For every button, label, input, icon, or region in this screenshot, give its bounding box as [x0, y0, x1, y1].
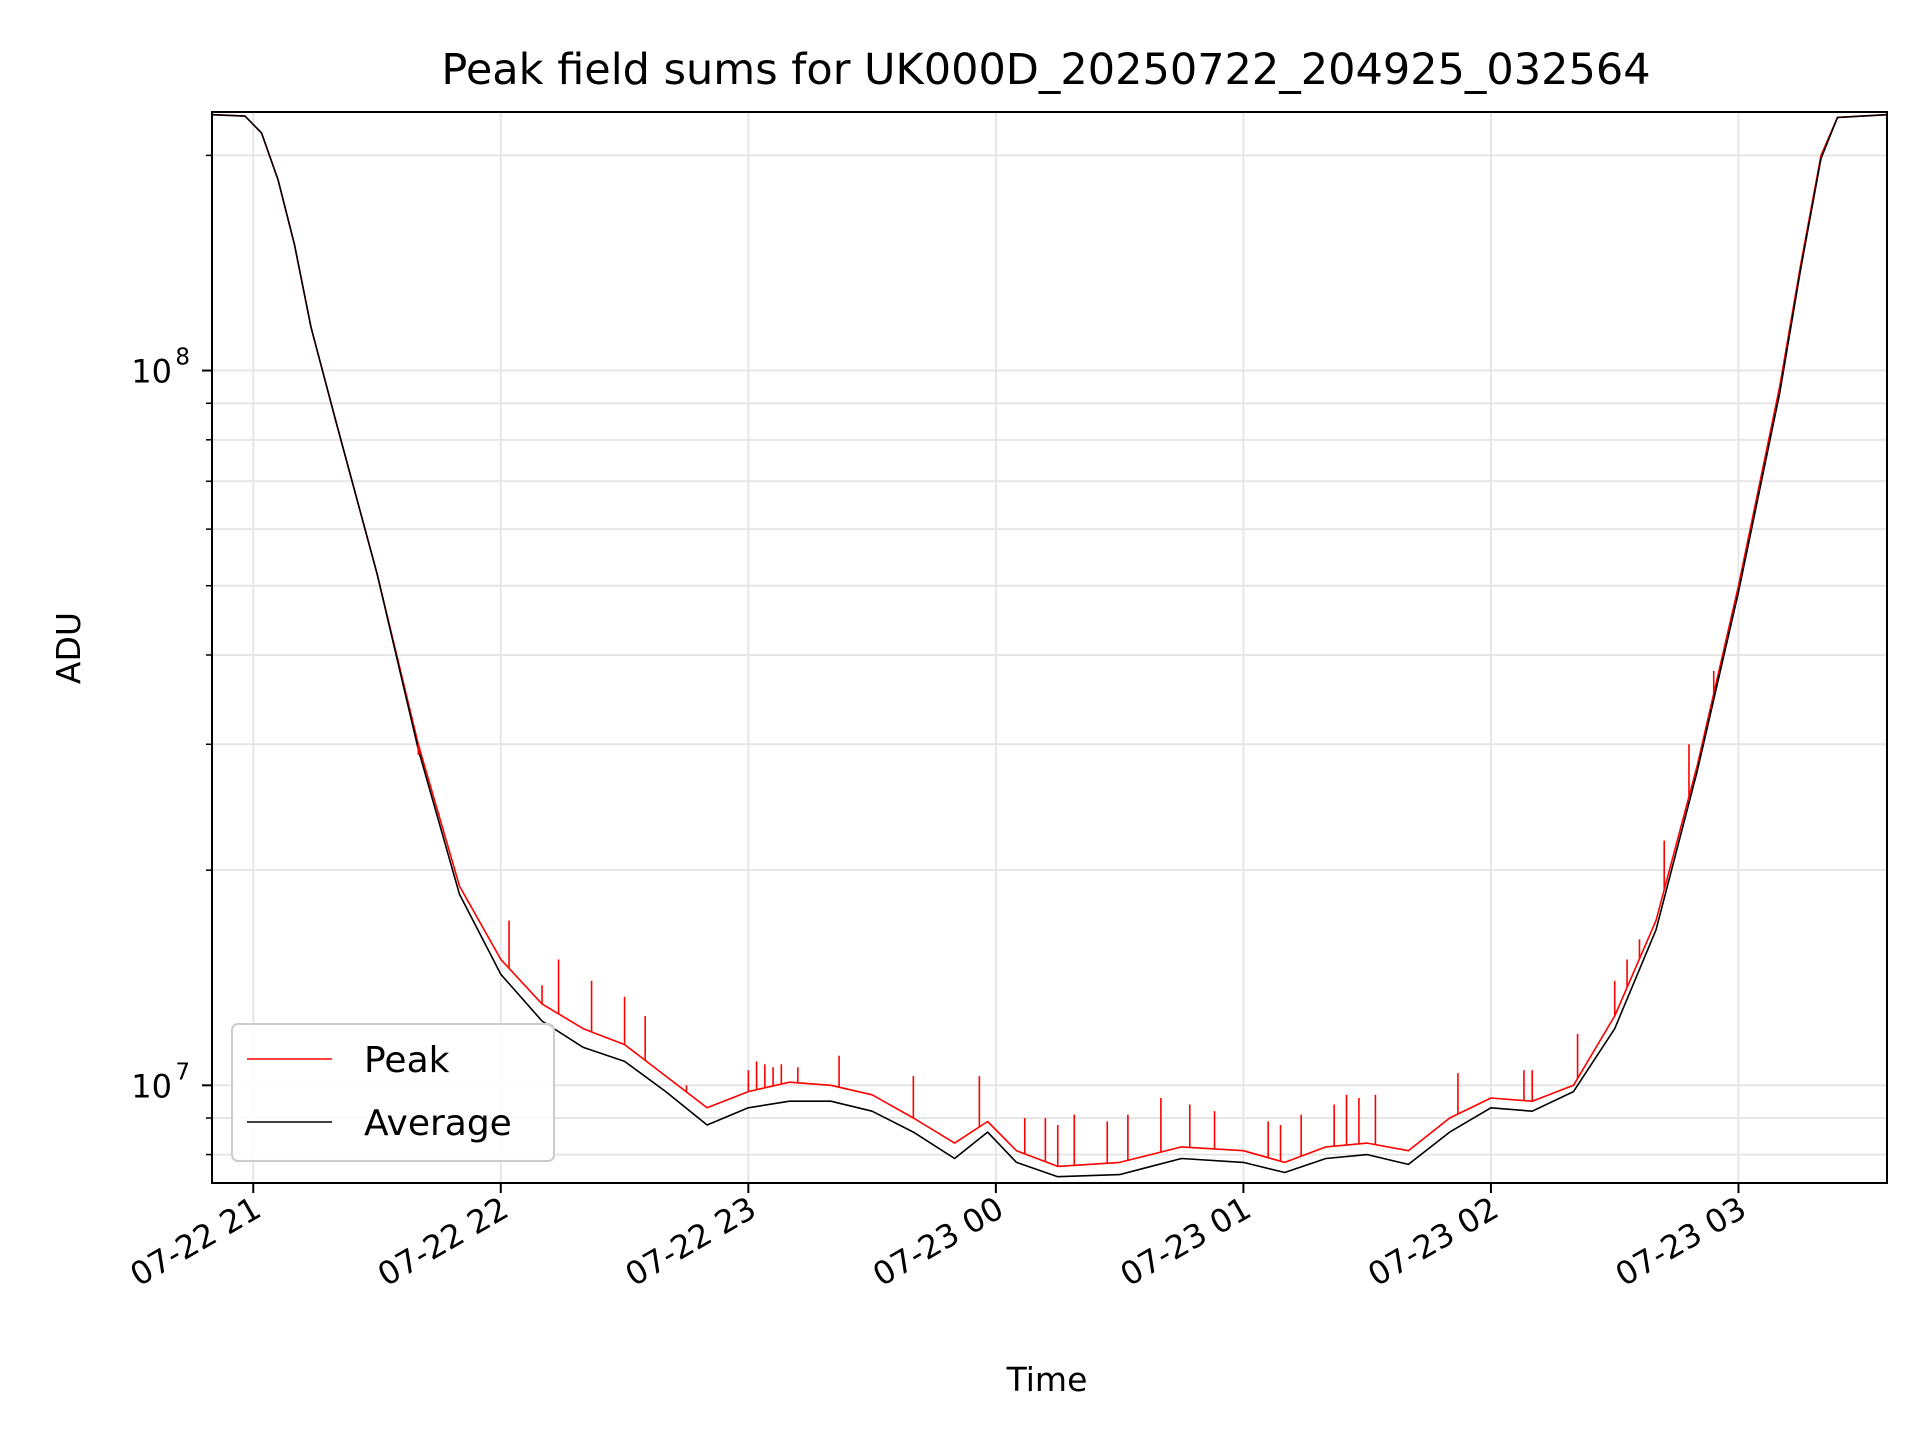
chart-title: Peak field sums for UK000D_20250722_2049…: [441, 45, 1650, 95]
legend-average-label: Average: [364, 1103, 512, 1144]
y-tick-label-exponent: 7: [175, 1059, 190, 1085]
series-layer: [211, 113, 1888, 1178]
y-tick-label: 10: [131, 353, 172, 391]
plot-frame: [211, 111, 1888, 1184]
average-series-line: [211, 113, 1888, 1178]
y-tick-label-exponent: 8: [175, 345, 190, 371]
y-tick-label: 10: [131, 1067, 172, 1105]
y-axis-label: ADU: [49, 612, 88, 684]
x-axis-label: Time: [1006, 1360, 1088, 1399]
legend: Peak Average: [231, 1023, 555, 1162]
legend-peak-label: Peak: [364, 1040, 450, 1081]
